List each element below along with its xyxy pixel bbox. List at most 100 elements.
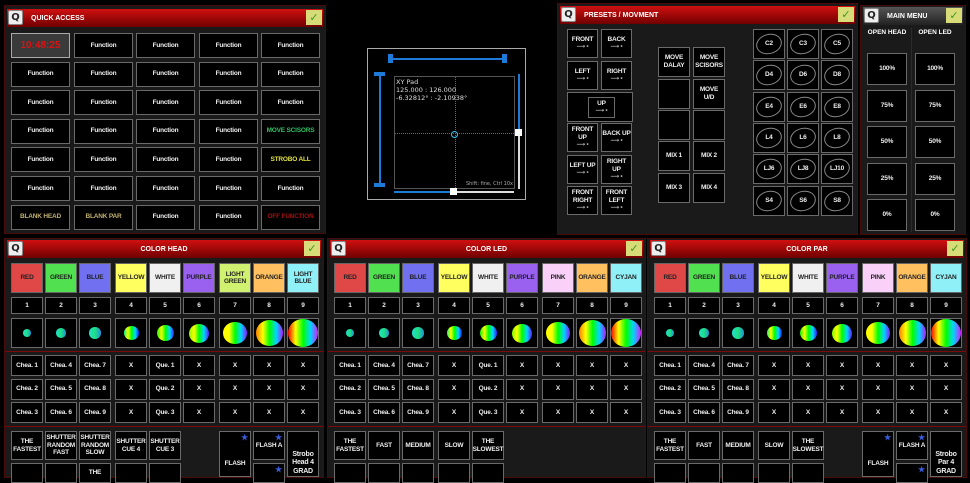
- flash-a-button[interactable]: FLASH A ★: [896, 431, 928, 460]
- color-swatch-orange[interactable]: ORANGE: [253, 263, 285, 293]
- preset-number-button[interactable]: 1: [334, 297, 366, 314]
- quick-function-button[interactable]: Function: [136, 61, 195, 87]
- shutter-effect-button[interactable]: [334, 463, 366, 483]
- shape-preset-button[interactable]: D4: [753, 60, 785, 91]
- intensity-button[interactable]: 0%: [867, 199, 907, 231]
- chase-cue-button[interactable]: Chea. 2: [654, 378, 686, 400]
- color-swatch-red[interactable]: RED: [11, 263, 43, 293]
- quick-function-button[interactable]: MOVE SCISORS: [261, 118, 320, 144]
- chase-cue-button[interactable]: X: [826, 378, 858, 400]
- chase-cue-button[interactable]: Chea. 8: [402, 378, 434, 400]
- preset-number-button[interactable]: 5: [792, 297, 824, 314]
- color-swatch-red[interactable]: RED: [334, 263, 366, 293]
- shape-preset-button[interactable]: S6: [787, 185, 819, 216]
- color-swatch-yellow[interactable]: YELLOW: [115, 263, 147, 293]
- chase-cue-button[interactable]: X: [576, 402, 608, 423]
- gobo-wheel-button[interactable]: [219, 318, 251, 348]
- chase-cue-button[interactable]: Chea. 1: [654, 355, 686, 376]
- shutter-effect-button[interactable]: MEDIUM: [402, 431, 434, 460]
- quick-function-button[interactable]: Function: [199, 176, 258, 201]
- xy-cursor[interactable]: [451, 131, 459, 139]
- preset-number-button[interactable]: 7: [219, 297, 251, 314]
- color-swatch-purple[interactable]: PURPLE: [506, 263, 538, 293]
- empty-move-slot[interactable]: [658, 79, 690, 109]
- preset-number-button[interactable]: 9: [287, 297, 319, 314]
- strobo-button[interactable]: Strobo Head 4 GRAD: [287, 431, 319, 477]
- preset-number-button[interactable]: 4: [758, 297, 790, 314]
- flash-button[interactable]: FLASH ★: [862, 431, 894, 477]
- color-swatch-white[interactable]: WHITE: [792, 263, 824, 293]
- preset-number-button[interactable]: 4: [438, 297, 470, 314]
- q-logo-icon[interactable]: Q: [864, 8, 879, 23]
- xy-range-slider-horizontal[interactable]: [390, 58, 505, 60]
- quick-function-button[interactable]: BLANK HEAD: [11, 204, 70, 230]
- gobo-wheel-button[interactable]: [758, 318, 790, 348]
- shutter-effect-button[interactable]: THE FASTEST: [334, 431, 366, 460]
- quick-function-button[interactable]: Function: [136, 147, 195, 173]
- preset-number-button[interactable]: 6: [826, 297, 858, 314]
- chase-cue-button[interactable]: Chea. 7: [722, 355, 754, 376]
- preset-number-button[interactable]: 1: [654, 297, 686, 314]
- chase-cue-button[interactable]: X: [862, 355, 894, 376]
- chase-cue-button[interactable]: X: [896, 402, 928, 423]
- chase-cue-button[interactable]: X: [183, 355, 215, 376]
- quick-function-button[interactable]: Function: [261, 33, 320, 58]
- chase-cue-button[interactable]: X: [506, 378, 538, 400]
- chase-cue-button[interactable]: Chea. 6: [45, 402, 77, 423]
- chase-cue-button[interactable]: Chea. 2: [11, 378, 43, 400]
- flash-b-button[interactable]: ★: [896, 463, 928, 483]
- color-swatch-orange[interactable]: ORANGE: [576, 263, 608, 293]
- chase-cue-button[interactable]: X: [576, 355, 608, 376]
- color-swatch-green[interactable]: GREEN: [368, 263, 400, 293]
- color-swatch-blue[interactable]: BLUE: [402, 263, 434, 293]
- color-swatch-cyjan[interactable]: CYJAN: [930, 263, 962, 293]
- chase-cue-button[interactable]: X: [219, 378, 251, 400]
- color-swatch-green[interactable]: GREEN: [688, 263, 720, 293]
- gobo-wheel-button[interactable]: [368, 318, 400, 348]
- gobo-wheel-button[interactable]: [253, 318, 285, 348]
- gobo-wheel-button[interactable]: [576, 318, 608, 348]
- preset-number-button[interactable]: 5: [149, 297, 181, 314]
- position-preset-button[interactable]: FRONT LEFT ⟶ •: [601, 186, 632, 215]
- shutter-effect-button[interactable]: SHUTTER CUE 4: [115, 431, 147, 460]
- move-preset-button[interactable]: MIX 4: [693, 173, 725, 203]
- preset-number-button[interactable]: 6: [506, 297, 538, 314]
- gobo-wheel-button[interactable]: [792, 318, 824, 348]
- quick-function-button[interactable]: Function: [261, 90, 320, 116]
- preset-number-button[interactable]: 3: [722, 297, 754, 314]
- chase-cue-button[interactable]: X: [610, 402, 642, 423]
- quick-function-button[interactable]: Function: [11, 176, 70, 201]
- shutter-effect-button[interactable]: FAST: [688, 431, 720, 460]
- shutter-effect-button[interactable]: THE SLOWEST: [472, 431, 504, 460]
- checkmark-icon[interactable]: ✓: [946, 8, 962, 23]
- chase-cue-button[interactable]: X: [253, 355, 285, 376]
- chase-cue-button[interactable]: Chea. 7: [402, 355, 434, 376]
- chase-cue-button[interactable]: Que. 1: [472, 355, 504, 376]
- preset-number-button[interactable]: 7: [862, 297, 894, 314]
- preset-number-button[interactable]: 2: [45, 297, 77, 314]
- chase-cue-button[interactable]: X: [758, 378, 790, 400]
- chase-cue-button[interactable]: X: [183, 402, 215, 423]
- shape-preset-button[interactable]: L4: [753, 122, 785, 153]
- preset-number-button[interactable]: 7: [542, 297, 574, 314]
- quick-function-button[interactable]: Function: [74, 147, 133, 173]
- shutter-effect-button[interactable]: SLOW: [438, 431, 470, 460]
- quick-function-button[interactable]: Function: [261, 61, 320, 87]
- gobo-wheel-button[interactable]: [183, 318, 215, 348]
- empty-move-slot[interactable]: [658, 110, 690, 140]
- shutter-effect-button[interactable]: THE: [79, 463, 111, 483]
- chase-cue-button[interactable]: X: [287, 402, 319, 423]
- shape-preset-button[interactable]: D6: [787, 60, 819, 91]
- chase-cue-button[interactable]: X: [115, 402, 147, 423]
- gobo-wheel-button[interactable]: [688, 318, 720, 348]
- chase-cue-button[interactable]: Chea. 5: [368, 378, 400, 400]
- shutter-effect-button[interactable]: [115, 463, 147, 483]
- quick-function-button[interactable]: Function: [74, 176, 133, 201]
- y-slider-thumb[interactable]: [515, 129, 522, 137]
- shape-preset-button[interactable]: S8: [821, 185, 853, 216]
- quick-function-button[interactable]: Function: [199, 118, 258, 144]
- chase-cue-button[interactable]: X: [438, 378, 470, 400]
- chase-cue-button[interactable]: X: [862, 378, 894, 400]
- chase-cue-button[interactable]: Chea. 9: [402, 402, 434, 423]
- quick-function-button[interactable]: Function: [199, 90, 258, 116]
